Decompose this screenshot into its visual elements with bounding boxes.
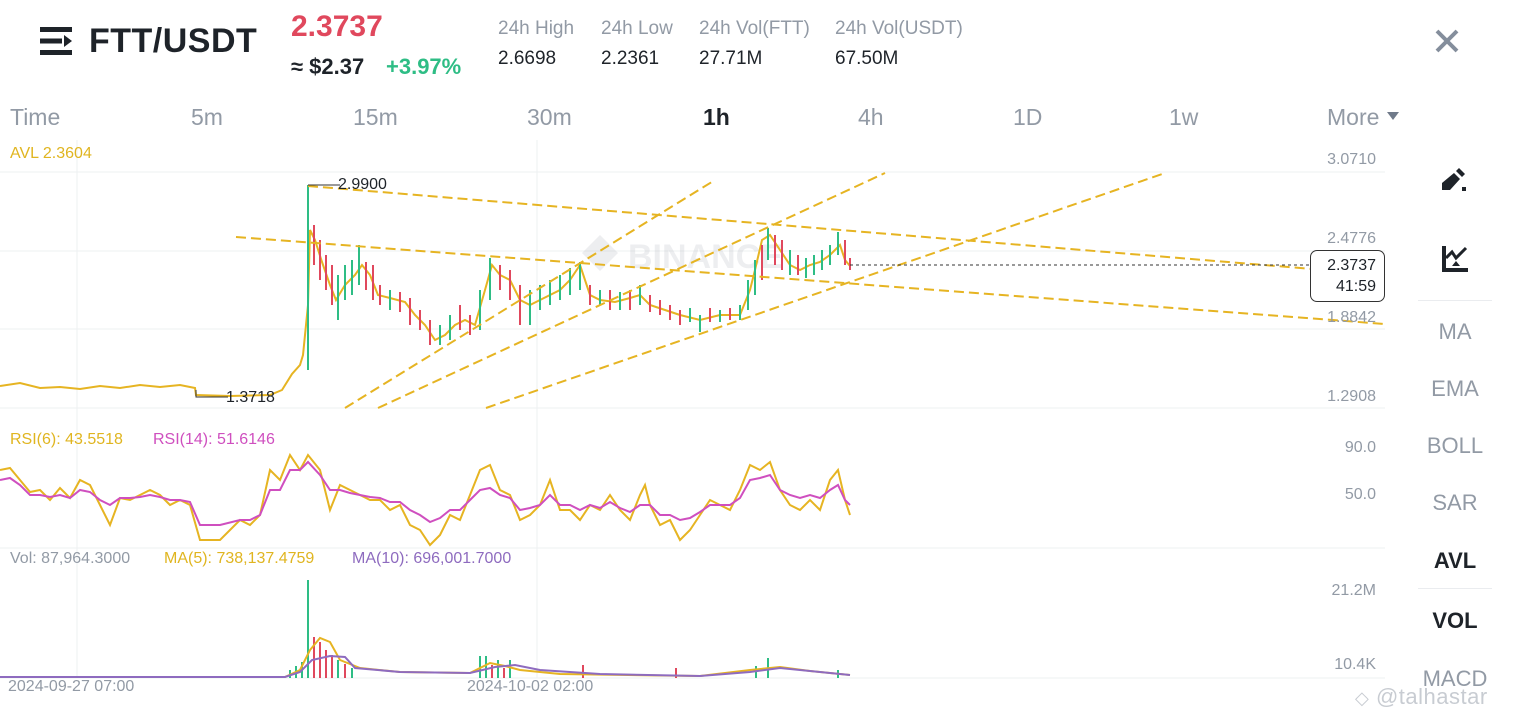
stat-label: 24h High bbox=[498, 18, 575, 39]
svg-text:1.3718: 1.3718 bbox=[226, 389, 275, 406]
avl-indicator-label: AVL 2.3604 bbox=[10, 145, 92, 162]
candle-countdown: 41:59 bbox=[1335, 278, 1376, 295]
user-watermark: ◇ @talhastar bbox=[1355, 684, 1488, 710]
menu-icon[interactable] bbox=[40, 27, 74, 55]
stat-value: 27.71M bbox=[699, 48, 763, 69]
indicator-macd[interactable]: MACD bbox=[1422, 666, 1488, 691]
stat-24h-high: 24h High 2.6698 bbox=[498, 18, 574, 70]
stat-24h-vol-usdt: 24h Vol(USDT) 67.50M bbox=[835, 18, 963, 70]
last-price: 2.3737 bbox=[291, 10, 383, 43]
tab-30m[interactable]: 30m bbox=[527, 104, 572, 130]
vol-axis-label: 21.2M bbox=[1331, 582, 1376, 599]
caret-down-icon bbox=[1387, 111, 1400, 120]
binance-watermark: BINANCE bbox=[582, 235, 783, 276]
price-change-percent: +3.97% bbox=[386, 54, 462, 79]
stat-label: 24h Low bbox=[601, 18, 673, 39]
divider bbox=[1418, 588, 1492, 589]
usd-price: ≈ $2.37 bbox=[291, 54, 365, 79]
stat-value: 2.2361 bbox=[601, 48, 660, 69]
rsi14-label: RSI(14): 51.6146 bbox=[153, 431, 275, 448]
tab-15m[interactable]: 15m bbox=[353, 104, 398, 130]
chart-line-icon[interactable] bbox=[1440, 244, 1470, 274]
stat-label: 24h Vol(USDT) bbox=[835, 18, 963, 39]
tab-1w[interactable]: 1w bbox=[1169, 104, 1199, 130]
price-axis-label: 2.4776 bbox=[1327, 230, 1376, 247]
indicator-boll[interactable]: BOLL bbox=[1426, 433, 1484, 458]
price-line bbox=[0, 229, 851, 398]
indicator-vol[interactable]: VOL bbox=[1432, 608, 1478, 633]
indicator-ema[interactable]: EMA bbox=[1431, 376, 1479, 401]
tab-more-label: More bbox=[1327, 104, 1380, 130]
low-marker: 1.3718 bbox=[195, 389, 275, 406]
stat-value: 67.50M bbox=[835, 48, 899, 69]
tab-4h[interactable]: 4h bbox=[858, 104, 884, 130]
rsi14-line bbox=[0, 460, 851, 526]
indicator-ma[interactable]: MA bbox=[1438, 319, 1472, 344]
pencil-icon[interactable] bbox=[1440, 168, 1470, 196]
high-marker: 2.9900 bbox=[308, 176, 387, 193]
svg-text:2.9900: 2.9900 bbox=[338, 176, 387, 193]
price-axis-label: 1.8842 bbox=[1327, 309, 1376, 326]
timeframe-tabs: Time 5m 15m 30m 1h 4h 1D 1w More bbox=[0, 100, 1520, 134]
binance-logo-icon: ◇ bbox=[1355, 688, 1370, 708]
current-price-tag: 2.3737 41:59 bbox=[1310, 250, 1385, 302]
divider bbox=[1418, 300, 1492, 301]
header: FTT/USDT 2.3737 ≈ $2.37 +3.97% 24h High … bbox=[0, 0, 1520, 95]
grid-lines bbox=[0, 140, 1385, 679]
rsi-axis-label: 50.0 bbox=[1344, 486, 1376, 503]
indicator-sidebar: MA EMA BOLL SAR AVL VOL MACD bbox=[1418, 140, 1492, 720]
vol-ma10-label: MA(10): 696,001.7000 bbox=[352, 550, 512, 567]
indicator-sar[interactable]: SAR bbox=[1432, 490, 1478, 515]
stat-value: 2.6698 bbox=[498, 48, 557, 69]
price-axis-label: 3.0710 bbox=[1327, 151, 1376, 168]
x-axis-label: 2024-09-27 07:00 bbox=[8, 678, 135, 695]
rsi6-label: RSI(6): 43.5518 bbox=[10, 431, 123, 448]
rsi-axis-label: 90.0 bbox=[1344, 439, 1376, 456]
stat-label: 24h Vol(FTT) bbox=[699, 18, 810, 39]
current-price-value: 2.3737 bbox=[1327, 257, 1376, 274]
tab-more[interactable]: More bbox=[1327, 104, 1400, 131]
indicator-avl[interactable]: AVL bbox=[1433, 548, 1477, 573]
candles bbox=[307, 185, 851, 370]
tab-1d[interactable]: 1D bbox=[1013, 104, 1043, 130]
close-icon[interactable] bbox=[1432, 26, 1462, 56]
tab-time[interactable]: Time bbox=[10, 104, 61, 130]
watermark-text: @talhastar bbox=[1375, 684, 1488, 709]
chart-area[interactable]: BINANCE bbox=[0, 140, 1395, 720]
x-axis-label: 2024-10-02 02:00 bbox=[467, 678, 594, 695]
trendlines bbox=[235, 172, 1386, 409]
vol-ma5-line bbox=[0, 636, 851, 678]
trading-pair[interactable]: FTT/USDT bbox=[89, 22, 258, 60]
volume-bars bbox=[289, 580, 839, 678]
stat-24h-low: 24h Low 2.2361 bbox=[601, 18, 673, 70]
vol-axis-label: 10.4K bbox=[1334, 656, 1376, 673]
tab-5m[interactable]: 5m bbox=[191, 104, 223, 130]
stat-24h-vol-ftt: 24h Vol(FTT) 27.71M bbox=[699, 18, 810, 70]
vol-ma5-label: MA(5): 738,137.4759 bbox=[164, 550, 315, 567]
price-axis-label: 1.2908 bbox=[1327, 388, 1376, 405]
tab-1h[interactable]: 1h bbox=[703, 104, 730, 130]
rsi6-line bbox=[0, 452, 851, 547]
vol-ma10-line bbox=[0, 654, 851, 678]
vol-label: Vol: 87,964.3000 bbox=[10, 550, 131, 567]
